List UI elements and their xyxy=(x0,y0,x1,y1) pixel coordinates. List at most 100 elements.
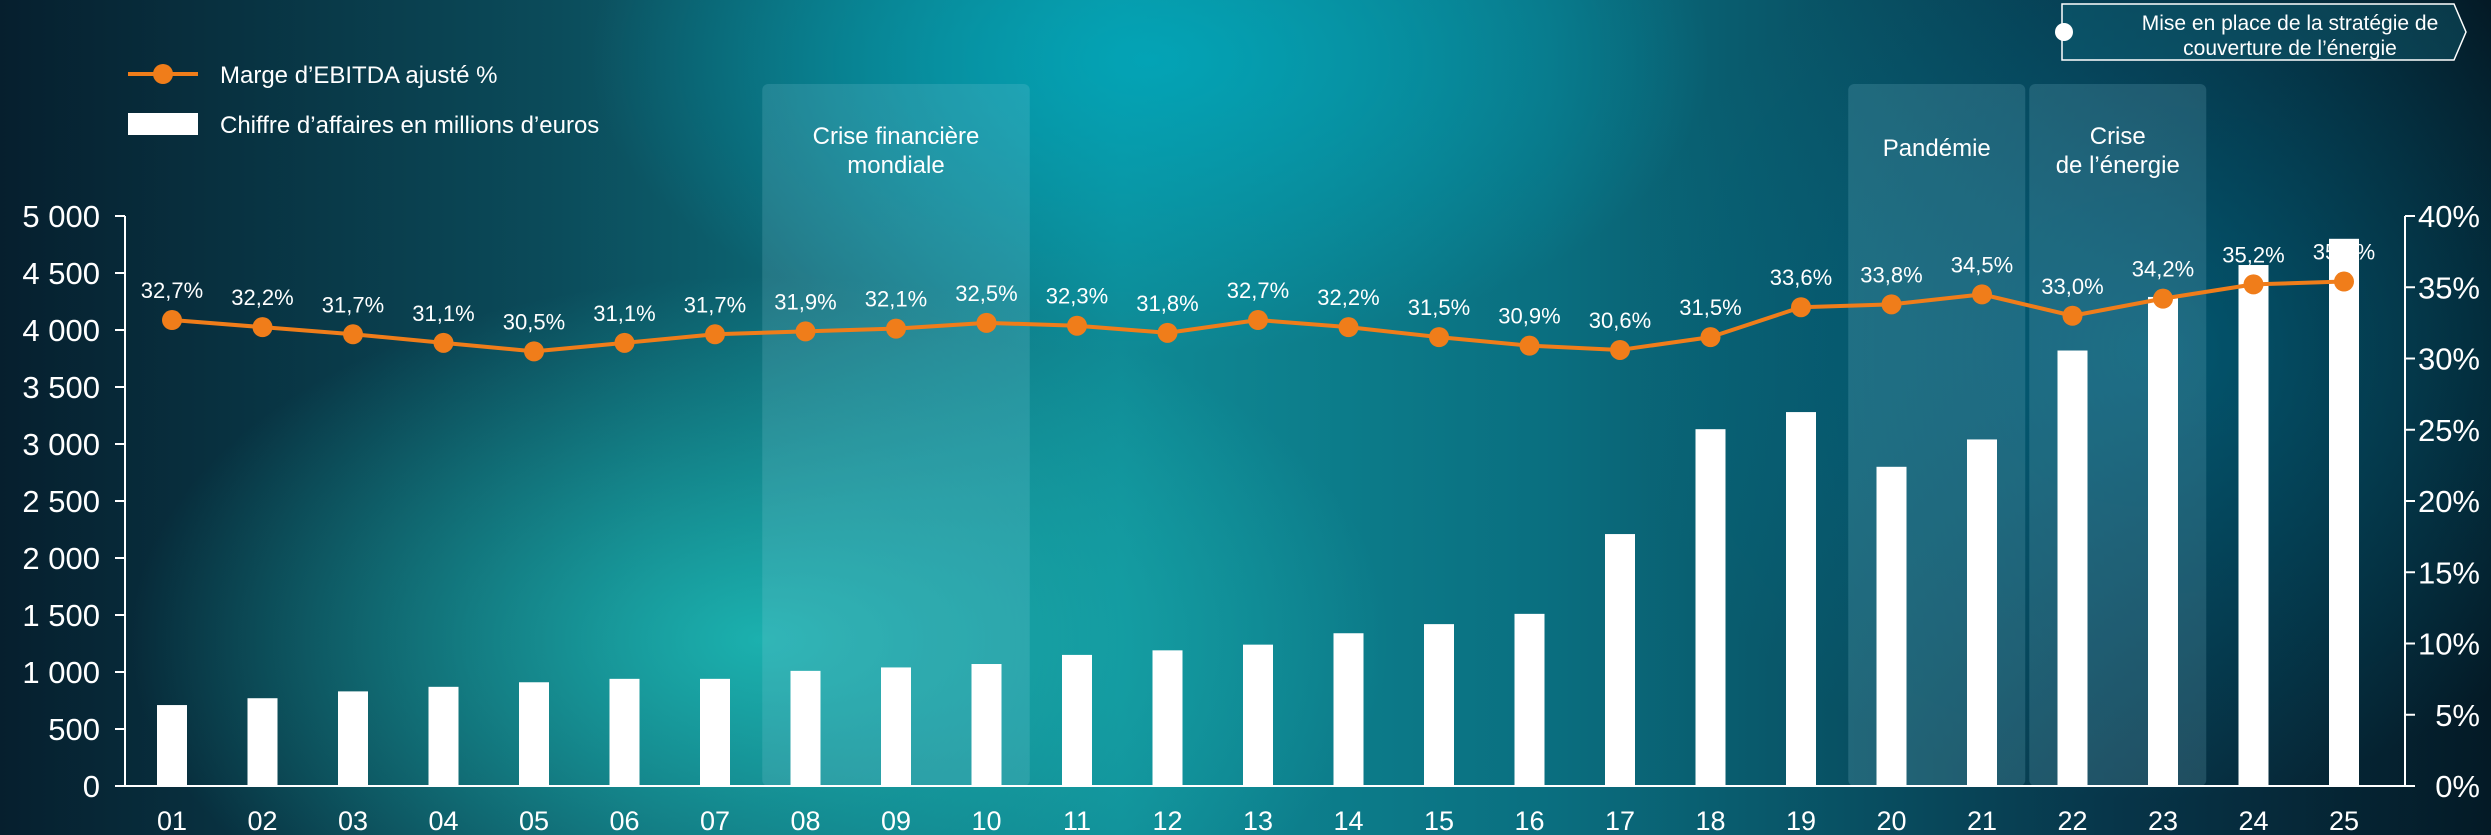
data-labels: 32,7% 32,2% 31,7% 31,1% 30,5% 31,1% 31,7% 31,9%… xyxy=(141,240,2375,335)
ebitda-data-label: 30,5% xyxy=(503,309,565,334)
legend-item-revenue: Chiffre d’affaires en millions d’euros xyxy=(128,112,599,139)
ebitda-data-label: 33,6% xyxy=(1770,265,1832,290)
ebitda-data-label: 32,7% xyxy=(141,278,203,303)
left-tick-label: 0 xyxy=(83,769,100,804)
left-tick-label: 1 000 xyxy=(22,655,100,690)
x-tick-label: 25 xyxy=(2329,806,2359,835)
revenue-bar xyxy=(157,705,187,786)
revenue-bar xyxy=(971,664,1002,786)
x-tick-label: 07 xyxy=(700,806,730,835)
ebitda-point xyxy=(1429,327,1449,348)
ebitda-data-label: 33,0% xyxy=(2041,274,2103,299)
ebitda-data-label: 34,5% xyxy=(1951,252,2013,277)
right-tick-label: 40% xyxy=(2418,199,2480,234)
ebitda-data-label: 31,5% xyxy=(1408,295,1470,320)
x-tick-label: 08 xyxy=(790,806,820,835)
revenue-bar xyxy=(1967,439,1997,786)
ebitda-data-label: 31,8% xyxy=(1136,291,1198,316)
x-tick-label: 24 xyxy=(2238,806,2268,835)
x-tick-label: 14 xyxy=(1333,806,1363,835)
ebitda-data-label: 30,9% xyxy=(1498,304,1560,329)
ebitda-data-label: 34,2% xyxy=(2132,257,2194,282)
x-tick-label: 06 xyxy=(609,806,639,835)
revenue-bar xyxy=(247,698,278,786)
right-tick-label: 30% xyxy=(2418,342,2480,377)
ebitda-data-label: 32,3% xyxy=(1046,284,1108,309)
period-label: Crise financière xyxy=(813,123,980,150)
ebitda-point xyxy=(2334,271,2354,292)
x-tick-label: 20 xyxy=(1876,806,1906,835)
x-tick-label: 21 xyxy=(1967,806,1997,835)
ebitda-data-label: 30,6% xyxy=(1589,308,1651,333)
callout-dot xyxy=(2055,23,2073,41)
ebitda-data-label: 31,1% xyxy=(593,301,655,326)
revenue-bar xyxy=(1695,429,1726,786)
ebitda-data-label: 35.4% xyxy=(2313,240,2375,265)
x-tick-label: 18 xyxy=(1695,806,1725,835)
ebitda-point xyxy=(1157,322,1178,343)
period-label: Pandémie xyxy=(1883,135,1991,162)
ebitda-point xyxy=(614,332,635,353)
left-tick-label: 3 500 xyxy=(22,370,100,405)
ebitda-point xyxy=(1338,317,1359,338)
period-label: de l’énergie xyxy=(2056,152,2180,179)
ebitda-point xyxy=(976,312,997,333)
revenue-bar xyxy=(609,678,640,786)
revenue-bar xyxy=(1062,654,1092,786)
right-tick-label: 10% xyxy=(2418,627,2480,662)
left-tick-label: 3 000 xyxy=(22,427,100,462)
right-tick-label: 25% xyxy=(2418,413,2480,448)
ebitda-data-label: 31,7% xyxy=(684,292,746,317)
revenue-bar xyxy=(2238,265,2269,786)
x-tick-label: 11 xyxy=(1063,806,1091,835)
x-tick-label: 10 xyxy=(971,806,1001,835)
x-tick-label: 23 xyxy=(2148,806,2178,835)
x-tick-label: 09 xyxy=(881,806,911,835)
ebitda-point xyxy=(524,341,544,362)
legend-item-ebitda: Marge d’EBITDA ajusté % xyxy=(128,62,497,89)
left-tick-label: 4 000 xyxy=(22,313,100,348)
x-tick-label: 02 xyxy=(247,806,277,835)
revenue-bar xyxy=(1424,624,1454,786)
period-label: Crise xyxy=(2090,123,2146,150)
energy-hedging-callout: Mise en place de la stratégie de couvert… xyxy=(2055,3,2467,61)
right-tick-label: 20% xyxy=(2418,484,2480,519)
ebitda-data-label: 32,7% xyxy=(1227,278,1289,303)
chart-axes: 0 500 1 000 1 500 2 000 2 500 3 000 3 500 4 000 4… xyxy=(22,199,2480,835)
period-label: mondiale xyxy=(847,152,944,179)
legend-label-ebitda: Marge d’EBITDA ajusté % xyxy=(220,62,497,89)
ebitda-point xyxy=(2153,288,2173,309)
ebitda-data-label: 35,2% xyxy=(2222,242,2284,267)
period-band xyxy=(762,84,1030,786)
revenue-bar xyxy=(1786,412,1816,786)
revenue-bar xyxy=(700,678,730,786)
ebitda-point xyxy=(1067,315,1087,336)
legend-bar-swatch xyxy=(128,113,198,135)
revenue-bar xyxy=(790,670,821,786)
legend: Marge d’EBITDA ajusté % Chiffre d’affair… xyxy=(128,62,599,139)
legend-marker-swatch xyxy=(153,64,173,84)
left-tick-label: 2 000 xyxy=(22,541,100,576)
x-tick-label: 22 xyxy=(2057,806,2087,835)
right-tick-label: 0% xyxy=(2435,769,2480,804)
ebitda-point xyxy=(1700,327,1721,348)
ebitda-point xyxy=(886,318,906,339)
ebitda-point xyxy=(1248,310,1268,331)
callout-arrow-shape xyxy=(2061,3,2467,61)
ebitda-point xyxy=(343,324,363,345)
x-tick-label: 05 xyxy=(519,806,549,835)
right-tick-label: 35% xyxy=(2418,270,2480,305)
ebitda-point xyxy=(1610,339,1630,360)
revenue-bar xyxy=(1876,466,1907,786)
ebitda-point xyxy=(433,332,454,353)
x-tick-label: 12 xyxy=(1152,806,1182,835)
right-tick-label: 15% xyxy=(2418,555,2480,590)
ebitda-data-label: 31,1% xyxy=(412,301,474,326)
ebitda-data-label: 32,1% xyxy=(865,287,927,312)
ebitda-point xyxy=(705,324,725,345)
ebitda-data-label: 32,5% xyxy=(955,281,1017,306)
ebitda-data-label: 33,8% xyxy=(1860,262,1922,287)
left-tick-label: 5 000 xyxy=(22,199,100,234)
ebitda-data-label: 31,9% xyxy=(774,289,836,314)
